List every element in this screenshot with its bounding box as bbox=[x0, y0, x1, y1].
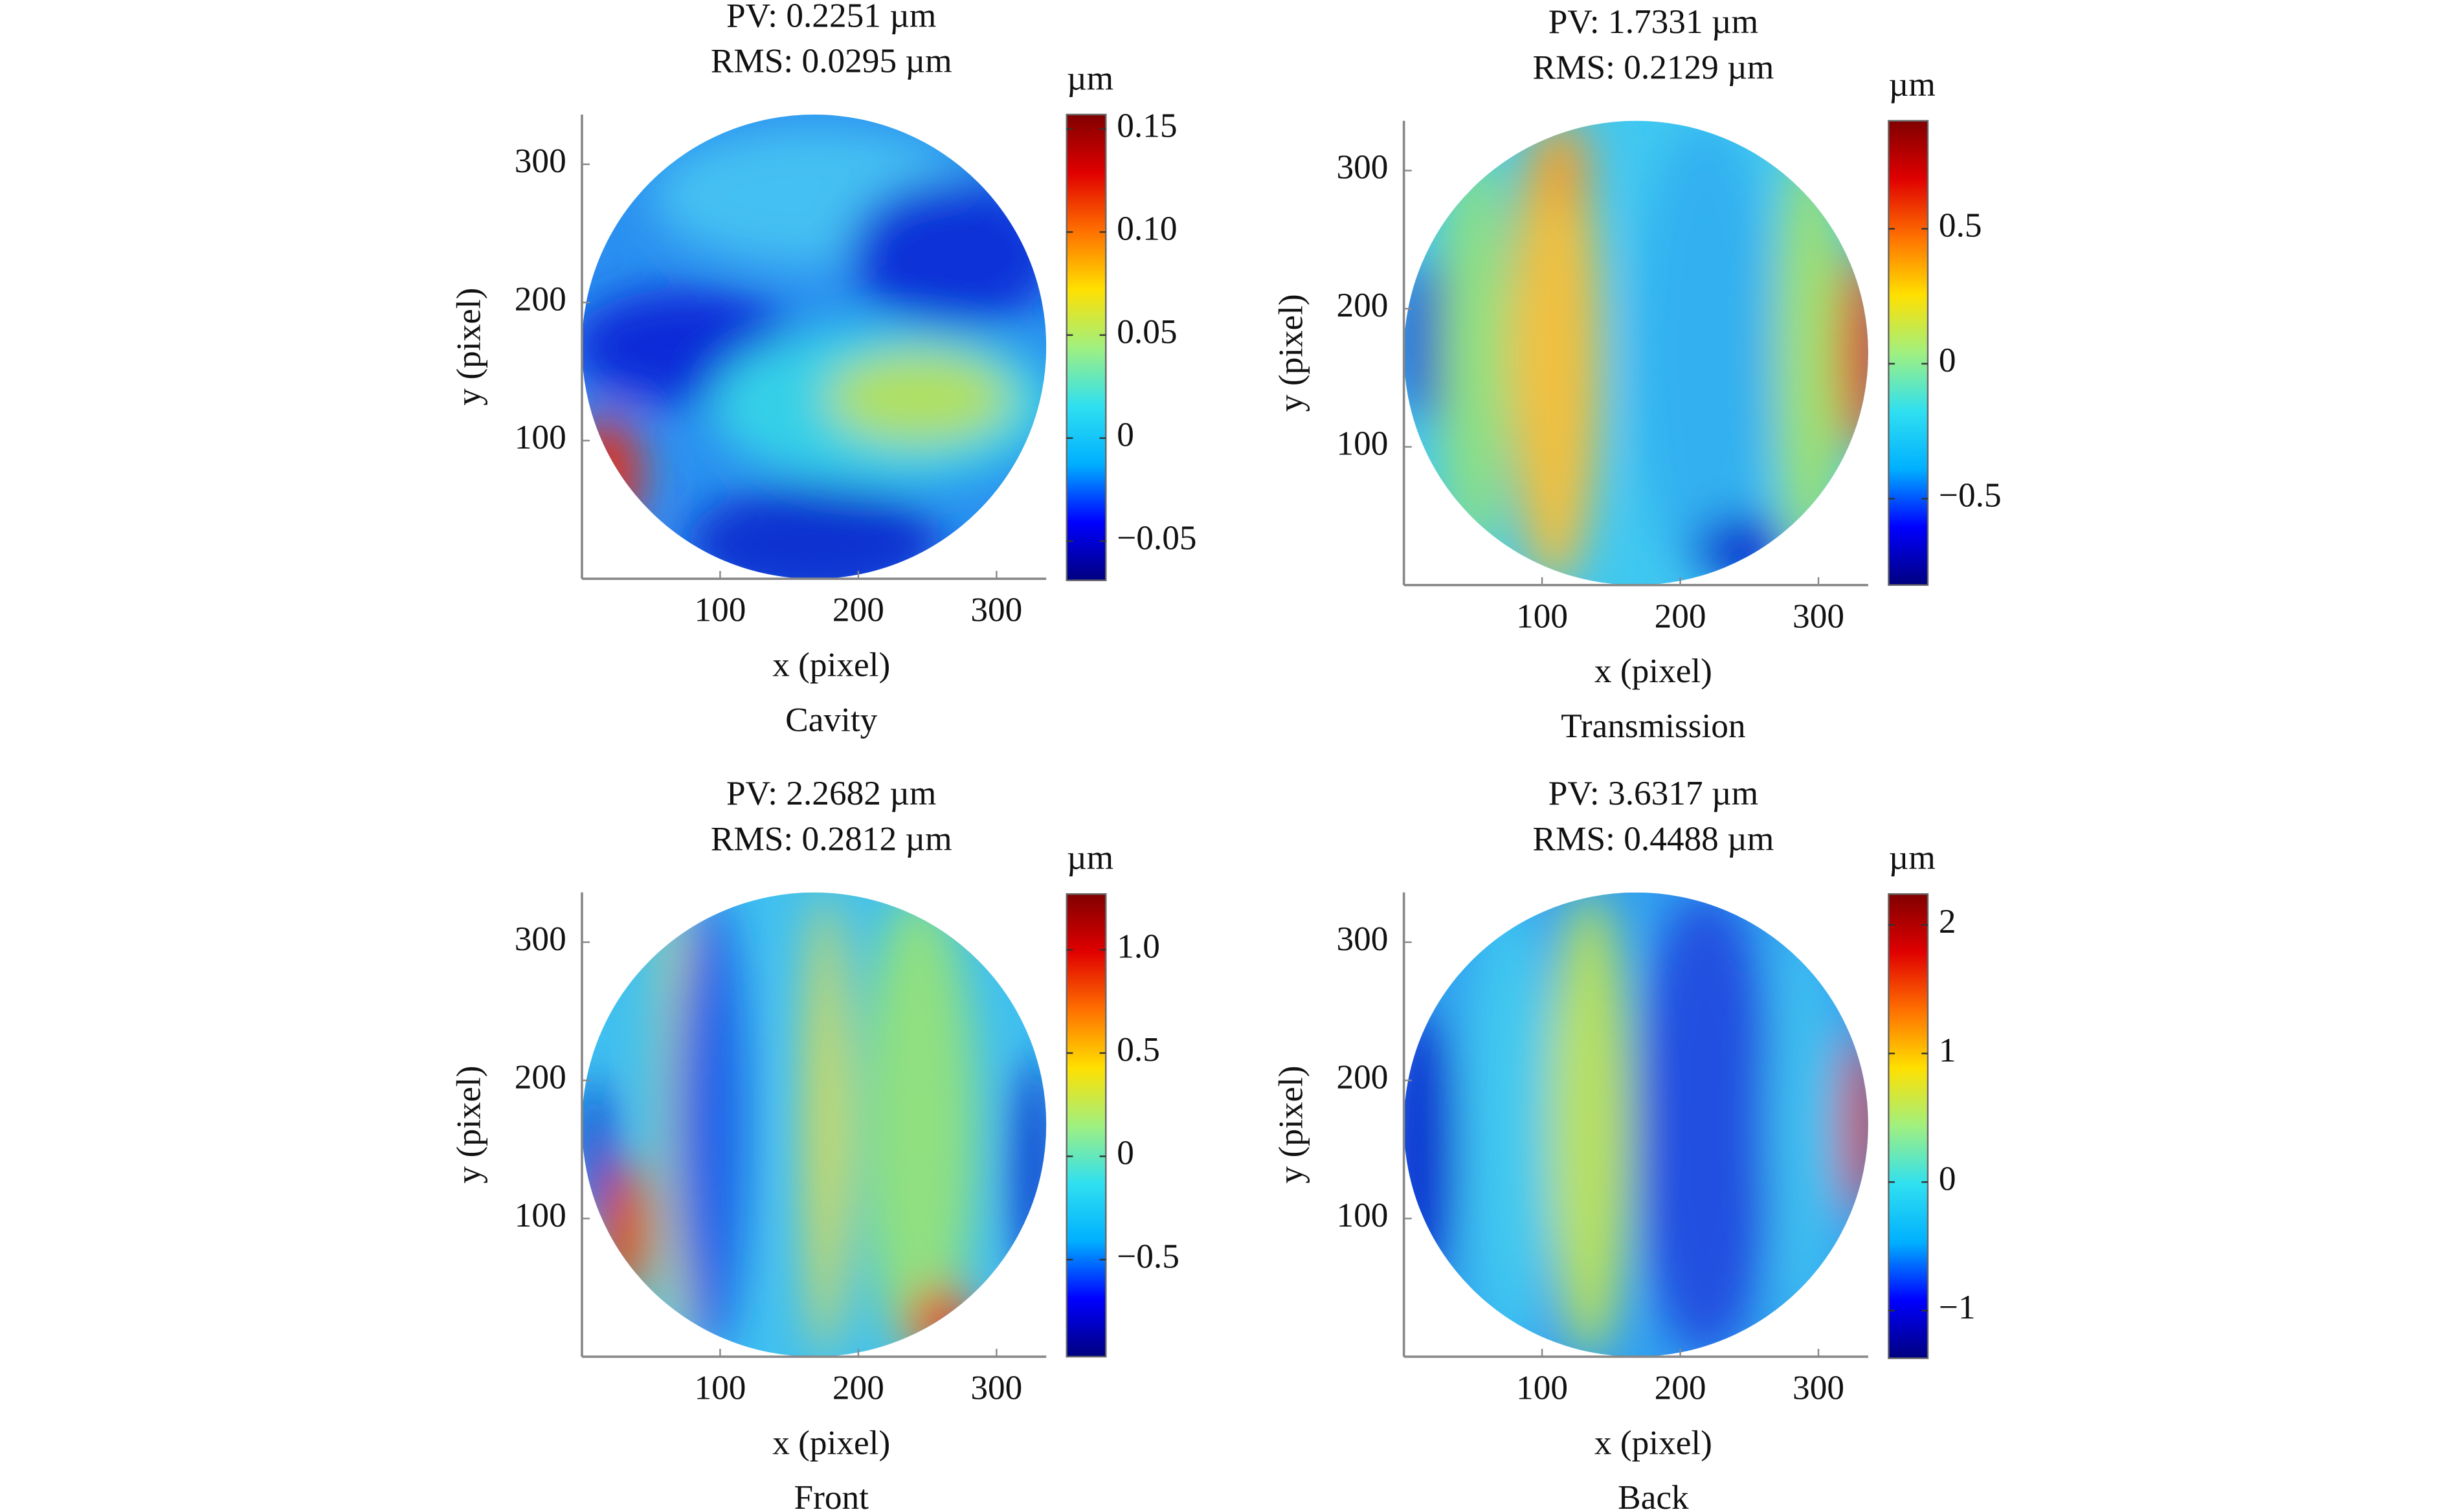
x-tick-label: 200 bbox=[1655, 597, 1706, 635]
panel-caption: Back bbox=[1618, 1478, 1689, 1512]
x-tick-label: 100 bbox=[694, 591, 746, 629]
x-tick-label: 100 bbox=[1516, 597, 1568, 635]
field-blob bbox=[1768, 915, 1838, 1334]
heatmap-field bbox=[1403, 120, 1868, 585]
x-axis-label: x (pixel) bbox=[1594, 652, 1712, 690]
colorbar-tick-label: 2 bbox=[1939, 902, 1956, 940]
panel-subtitle: RMS: 0.2812 µm bbox=[711, 820, 952, 858]
field-blob bbox=[1775, 144, 1846, 562]
x-tick-label: 200 bbox=[832, 591, 884, 629]
field-blob bbox=[1534, 120, 1590, 214]
panel-caption: Transmission bbox=[1561, 707, 1745, 745]
colorbar-tick-label: 1.0 bbox=[1117, 928, 1160, 966]
x-tick-label: 100 bbox=[1516, 1369, 1568, 1407]
field-blob bbox=[1508, 120, 1602, 585]
field-blob bbox=[581, 1078, 612, 1217]
heatmap-field bbox=[581, 114, 1047, 579]
y-tick-label: 200 bbox=[1336, 286, 1388, 324]
colorbar-tick-label: 0.5 bbox=[1117, 1030, 1160, 1069]
field-blob bbox=[860, 892, 977, 1357]
colorbar-tick-label: 0.05 bbox=[1117, 313, 1177, 351]
colorbar-tick-label: −1 bbox=[1939, 1288, 1976, 1326]
x-axis-label: x (pixel) bbox=[1594, 1423, 1712, 1462]
x-axis-label: x (pixel) bbox=[772, 646, 890, 684]
heatmap-field bbox=[1403, 892, 1868, 1357]
colorbar bbox=[1066, 113, 1107, 581]
y-axis-label: y (pixel) bbox=[450, 1065, 488, 1183]
panel-caption: Front bbox=[794, 1478, 869, 1512]
y-axis-label: y (pixel) bbox=[1271, 1065, 1310, 1183]
y-tick-label: 300 bbox=[1336, 148, 1388, 186]
x-tick-label: 300 bbox=[970, 1369, 1022, 1407]
colorbar-tick-label: 0 bbox=[1939, 341, 1956, 379]
panel-subtitle: RMS: 0.0295 µm bbox=[711, 42, 952, 80]
x-tick-label: 300 bbox=[1793, 1369, 1844, 1407]
x-tick-label: 300 bbox=[970, 591, 1022, 629]
y-tick-label: 300 bbox=[1336, 920, 1388, 958]
x-tick-label: 100 bbox=[694, 1369, 746, 1407]
colorbar-label: µm bbox=[1889, 65, 1936, 104]
panel-title: PV: 3.6317 µm bbox=[1548, 774, 1758, 812]
field-blob bbox=[1840, 248, 1868, 458]
field-blob bbox=[1011, 1054, 1047, 1287]
colorbar bbox=[1888, 893, 1929, 1359]
y-tick-label: 200 bbox=[515, 1058, 566, 1096]
field-blob bbox=[907, 1287, 977, 1357]
y-tick-label: 100 bbox=[1336, 425, 1388, 463]
field-blob bbox=[672, 892, 747, 1357]
panel-title: PV: 2.2682 µm bbox=[726, 774, 936, 812]
colorbar-tick-label: 0 bbox=[1117, 416, 1134, 454]
y-tick-label: 100 bbox=[515, 418, 566, 456]
panel-title: PV: 0.2251 µm bbox=[726, 0, 936, 34]
field-blob bbox=[1547, 892, 1632, 1357]
x-tick-label: 300 bbox=[1793, 597, 1844, 635]
field-blob bbox=[581, 416, 643, 533]
colorbar-tick-label: −0.5 bbox=[1939, 476, 2002, 515]
colorbar-label: µm bbox=[1067, 59, 1113, 97]
colorbar-tick-label: 1 bbox=[1939, 1031, 1956, 1069]
panel-subtitle: RMS: 0.4488 µm bbox=[1533, 820, 1774, 858]
field-blob bbox=[849, 179, 1047, 328]
field-blob bbox=[686, 485, 942, 579]
y-axis-label: y (pixel) bbox=[450, 288, 488, 406]
y-tick-label: 300 bbox=[515, 920, 566, 958]
panel-subtitle: RMS: 0.2129 µm bbox=[1533, 48, 1774, 86]
colorbar bbox=[1066, 893, 1107, 1358]
colorbar-tick-label: 0.5 bbox=[1939, 206, 1982, 245]
heatmap-field bbox=[581, 892, 1047, 1357]
y-tick-label: 100 bbox=[1336, 1196, 1388, 1234]
y-tick-label: 300 bbox=[515, 142, 566, 180]
field-blob bbox=[1438, 144, 1509, 562]
field-blob bbox=[1842, 1031, 1868, 1217]
field-blob bbox=[825, 351, 1012, 445]
colorbar-tick-label: 0.15 bbox=[1117, 106, 1177, 144]
colorbar-tick-label: −0.05 bbox=[1117, 518, 1196, 557]
field-blob bbox=[1636, 892, 1776, 1357]
x-tick-label: 200 bbox=[1655, 1369, 1706, 1407]
colorbar bbox=[1888, 120, 1929, 586]
x-tick-label: 200 bbox=[832, 1369, 884, 1407]
field-blob bbox=[1462, 892, 1555, 1357]
field-blur bbox=[1403, 120, 1868, 585]
field-blob bbox=[807, 892, 845, 1357]
colorbar-tick-label: 0.10 bbox=[1117, 210, 1177, 248]
y-tick-label: 200 bbox=[1336, 1058, 1388, 1096]
field-blob bbox=[1693, 515, 1787, 585]
y-axis-label: y (pixel) bbox=[1271, 294, 1310, 412]
colorbar-label: µm bbox=[1067, 839, 1113, 877]
panel-title: PV: 1.7331 µm bbox=[1548, 3, 1758, 41]
field-blob bbox=[1636, 120, 1776, 585]
panel-caption: Cavity bbox=[785, 700, 877, 739]
colorbar-tick-label: 0 bbox=[1117, 1134, 1134, 1172]
colorbar-tick-label: −0.5 bbox=[1117, 1237, 1179, 1275]
y-tick-label: 100 bbox=[515, 1196, 566, 1234]
field-blob bbox=[1403, 1008, 1458, 1287]
colorbar-label: µm bbox=[1889, 839, 1936, 877]
x-axis-label: x (pixel) bbox=[772, 1423, 890, 1462]
colorbar-tick-label: 0 bbox=[1939, 1160, 1956, 1198]
y-tick-label: 200 bbox=[515, 280, 566, 318]
